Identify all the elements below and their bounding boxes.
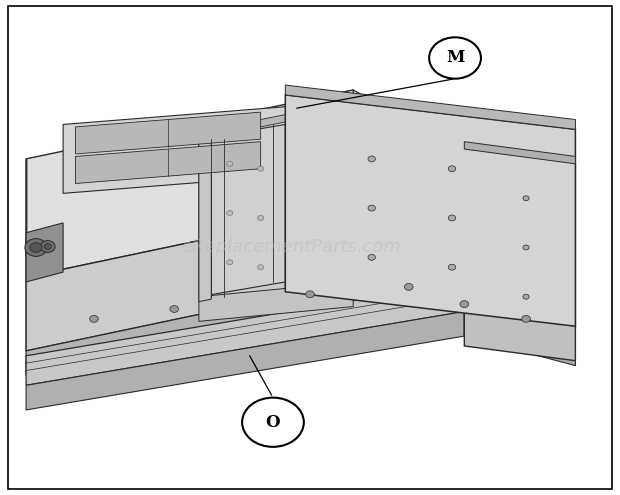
Polygon shape bbox=[63, 105, 310, 194]
Polygon shape bbox=[285, 90, 353, 297]
Circle shape bbox=[242, 397, 304, 447]
Circle shape bbox=[257, 166, 264, 171]
Circle shape bbox=[368, 205, 376, 211]
Circle shape bbox=[523, 245, 529, 250]
Polygon shape bbox=[285, 85, 575, 129]
Circle shape bbox=[429, 37, 481, 79]
Polygon shape bbox=[199, 115, 285, 139]
Polygon shape bbox=[26, 223, 63, 282]
Polygon shape bbox=[353, 90, 372, 292]
Polygon shape bbox=[26, 90, 353, 277]
Polygon shape bbox=[285, 95, 575, 326]
Circle shape bbox=[44, 244, 51, 249]
Circle shape bbox=[368, 156, 376, 162]
Circle shape bbox=[306, 291, 314, 297]
Polygon shape bbox=[464, 311, 575, 366]
Circle shape bbox=[523, 294, 529, 299]
Polygon shape bbox=[199, 282, 353, 321]
Polygon shape bbox=[26, 311, 464, 410]
Circle shape bbox=[523, 196, 529, 201]
Text: M: M bbox=[446, 50, 464, 66]
Polygon shape bbox=[26, 282, 464, 385]
Text: O: O bbox=[265, 414, 280, 431]
Circle shape bbox=[90, 315, 99, 322]
Polygon shape bbox=[464, 142, 575, 164]
Circle shape bbox=[257, 215, 264, 220]
Circle shape bbox=[368, 254, 376, 260]
Circle shape bbox=[521, 315, 530, 322]
Circle shape bbox=[448, 264, 456, 270]
Circle shape bbox=[227, 260, 233, 265]
Polygon shape bbox=[199, 124, 285, 297]
Circle shape bbox=[25, 239, 47, 256]
Circle shape bbox=[460, 300, 469, 307]
Circle shape bbox=[170, 305, 179, 312]
Polygon shape bbox=[464, 149, 575, 361]
Circle shape bbox=[448, 215, 456, 221]
Circle shape bbox=[30, 243, 42, 252]
Polygon shape bbox=[199, 137, 211, 301]
Circle shape bbox=[227, 210, 233, 215]
Polygon shape bbox=[76, 142, 260, 184]
Circle shape bbox=[227, 161, 233, 166]
Text: eReplacementParts.com: eReplacementParts.com bbox=[182, 239, 401, 256]
Circle shape bbox=[448, 166, 456, 172]
Circle shape bbox=[257, 265, 264, 270]
Polygon shape bbox=[76, 112, 260, 154]
Circle shape bbox=[404, 284, 413, 291]
Circle shape bbox=[40, 241, 55, 252]
Polygon shape bbox=[464, 282, 575, 341]
Polygon shape bbox=[26, 208, 353, 351]
Polygon shape bbox=[26, 282, 353, 376]
